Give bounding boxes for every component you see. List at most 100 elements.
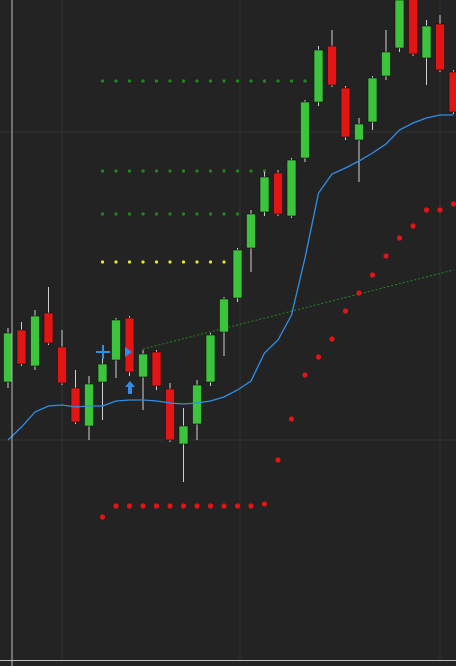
candle-body bbox=[300, 101, 310, 159]
level-dot bbox=[141, 212, 145, 216]
candle-body bbox=[435, 23, 445, 71]
candle-body bbox=[340, 87, 351, 138]
candle-body bbox=[30, 315, 40, 367]
sar-dot bbox=[423, 207, 430, 213]
candle-body bbox=[421, 25, 432, 59]
level-dot bbox=[100, 212, 105, 216]
level-dot bbox=[235, 212, 240, 216]
candle-body bbox=[151, 351, 162, 387]
candle-body bbox=[138, 353, 148, 378]
sar-dot bbox=[153, 503, 160, 509]
level-dot bbox=[235, 79, 240, 83]
candle-body bbox=[165, 388, 175, 441]
candle-body bbox=[111, 319, 121, 361]
level-dot bbox=[262, 169, 267, 173]
plot bbox=[3, 0, 456, 520]
level-dot bbox=[222, 169, 226, 173]
level-dot bbox=[154, 169, 159, 173]
sar-dot bbox=[356, 290, 362, 296]
level-dot bbox=[100, 260, 105, 264]
level-dot bbox=[195, 169, 199, 173]
candle-body bbox=[3, 332, 13, 383]
level-dot bbox=[208, 169, 213, 173]
level-dot bbox=[114, 79, 118, 83]
candle-body bbox=[84, 383, 94, 427]
sar-dot bbox=[315, 354, 322, 360]
marker-arrow bbox=[125, 381, 135, 394]
level-dot bbox=[181, 79, 186, 83]
level-dot bbox=[195, 212, 199, 216]
candle-body bbox=[394, 0, 405, 49]
level-dot bbox=[276, 79, 280, 83]
level-dot bbox=[141, 169, 145, 173]
candle-body bbox=[57, 346, 67, 384]
level-dot bbox=[127, 169, 132, 173]
candle-body bbox=[97, 363, 108, 383]
level-dot bbox=[141, 79, 145, 83]
level-dot bbox=[262, 79, 267, 83]
sar-dot bbox=[126, 503, 133, 509]
candle-body bbox=[246, 213, 256, 249]
sar-dot bbox=[369, 272, 376, 278]
level-dot bbox=[100, 169, 105, 173]
level-dot bbox=[168, 260, 172, 264]
sar-dot bbox=[410, 223, 416, 229]
trendline bbox=[142, 269, 454, 350]
level-dot bbox=[235, 169, 240, 173]
level-dot bbox=[154, 260, 159, 264]
sar-dot bbox=[275, 457, 281, 463]
marker-triangle bbox=[125, 347, 132, 357]
sar-dot bbox=[99, 514, 106, 520]
level-dot bbox=[249, 169, 253, 173]
candle-body bbox=[381, 51, 391, 77]
candle-body bbox=[313, 49, 324, 103]
candle-body bbox=[367, 77, 378, 123]
level-dot bbox=[114, 169, 118, 173]
level-dot bbox=[181, 260, 186, 264]
level-dot bbox=[127, 79, 132, 83]
candle-body bbox=[354, 123, 364, 141]
sar-dot bbox=[234, 503, 241, 509]
level-dot bbox=[127, 212, 132, 216]
level-dot bbox=[168, 79, 172, 83]
sar-dot bbox=[167, 503, 173, 509]
candle-body bbox=[408, 0, 418, 55]
level-dot bbox=[208, 212, 213, 216]
sar-dot bbox=[248, 503, 254, 509]
sar-dot bbox=[396, 235, 403, 241]
sar-dot bbox=[450, 201, 456, 207]
cursor-cross bbox=[96, 345, 110, 359]
candle-body bbox=[219, 298, 229, 333]
sar-dot bbox=[437, 207, 443, 213]
candle-body bbox=[273, 172, 283, 215]
level-dot bbox=[195, 79, 199, 83]
level-dot bbox=[208, 260, 213, 264]
candle-body bbox=[205, 334, 216, 383]
level-dot bbox=[222, 212, 226, 216]
sar-dot bbox=[194, 503, 200, 509]
candle-body bbox=[178, 425, 189, 445]
level-dot bbox=[114, 212, 118, 216]
sar-dot bbox=[261, 501, 268, 507]
level-dot bbox=[208, 79, 213, 83]
sar-dot bbox=[140, 503, 146, 509]
level-dot bbox=[100, 79, 105, 83]
level-dot bbox=[181, 169, 186, 173]
level-dot bbox=[154, 212, 159, 216]
candle-body bbox=[43, 312, 54, 344]
sar-dot bbox=[221, 503, 227, 509]
sar-dot bbox=[113, 503, 119, 509]
sar-dot bbox=[180, 503, 187, 509]
sar-dot bbox=[342, 308, 349, 314]
grid bbox=[0, 131, 456, 441]
level-dot bbox=[303, 79, 307, 83]
sar-dot bbox=[288, 416, 295, 422]
level-dot bbox=[168, 169, 172, 173]
level-dot bbox=[249, 79, 253, 83]
sar-dot bbox=[383, 253, 389, 259]
candle-body bbox=[70, 387, 81, 423]
candle-body bbox=[124, 317, 135, 373]
level-dot bbox=[181, 212, 186, 216]
candle-body bbox=[286, 159, 297, 217]
